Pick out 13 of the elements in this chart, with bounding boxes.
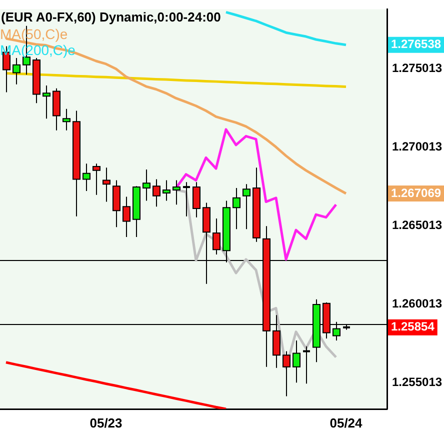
candlestick bbox=[302, 346, 311, 384]
text: 1.276538 bbox=[391, 37, 442, 52]
text: 1.267069 bbox=[391, 186, 442, 200]
text: 1.25854 bbox=[391, 320, 435, 334]
y-tick-label: 1.265013 bbox=[392, 218, 442, 232]
y-tick-label: 1.270013 bbox=[392, 140, 442, 154]
candlestick bbox=[182, 182, 191, 217]
x-tick-label: 05/23 bbox=[90, 415, 122, 430]
y-tick-label: 1.255013 bbox=[392, 375, 442, 390]
chart-title: (EUR A0-FX,60) Dynamic,0:00-24:00 bbox=[1, 9, 221, 24]
y-tick-label: 1.260013 bbox=[392, 296, 442, 311]
x-tick-label: 05/24 bbox=[330, 415, 364, 430]
y-tick-label: 1.275013 bbox=[392, 61, 442, 76]
